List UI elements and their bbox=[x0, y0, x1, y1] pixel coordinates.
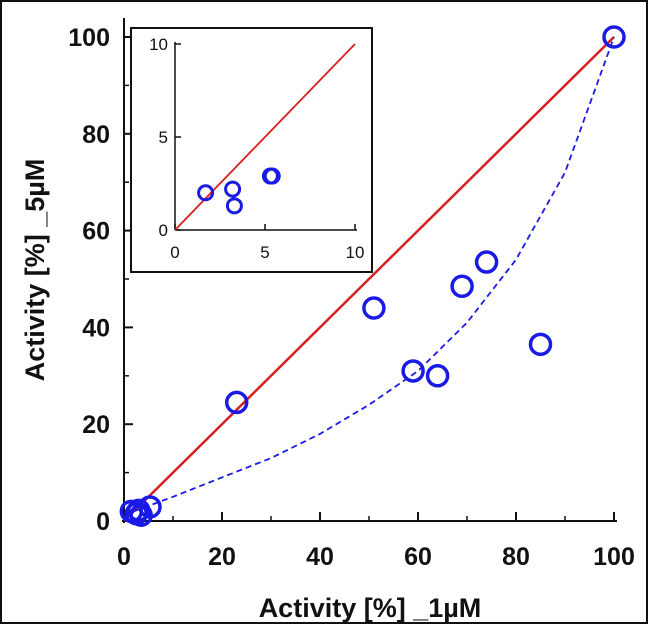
y-tick-label: 40 bbox=[82, 314, 110, 342]
data-point bbox=[450, 274, 474, 299]
inset-data-point bbox=[197, 184, 215, 202]
inset-points bbox=[197, 167, 281, 215]
inset-y-tick-label: 10 bbox=[149, 35, 168, 54]
identity-line bbox=[123, 36, 615, 522]
data-point bbox=[362, 296, 386, 320]
x-tick-label: 100 bbox=[593, 543, 635, 571]
x-tick-label: 60 bbox=[404, 543, 432, 571]
inset-x-tick-label: 0 bbox=[170, 243, 179, 262]
x-axis-title: Activity [%] _1µM bbox=[259, 593, 482, 623]
y-tick-label: 20 bbox=[82, 411, 110, 439]
trend-curve bbox=[133, 36, 615, 513]
data-point bbox=[401, 359, 425, 383]
data-point bbox=[425, 364, 450, 388]
data-point bbox=[138, 495, 162, 519]
main-points bbox=[119, 25, 626, 527]
main-lines bbox=[123, 36, 615, 522]
inset-data-point bbox=[224, 180, 242, 198]
data-point bbox=[474, 250, 499, 274]
data-point bbox=[126, 498, 151, 523]
y-tick-label: 100 bbox=[68, 24, 110, 52]
inset-ticks: 0 5 10 0 5 10 bbox=[149, 35, 364, 262]
inset-plot: 0 5 10 0 5 10 bbox=[130, 27, 373, 273]
inset-data-point bbox=[225, 197, 243, 215]
data-point bbox=[602, 25, 626, 49]
y-tick-label: 60 bbox=[82, 218, 110, 246]
inset-x-tick-label: 5 bbox=[260, 243, 269, 262]
y-axis-title: Activity [%] _5µM bbox=[20, 159, 50, 382]
y-tick-label: 80 bbox=[82, 121, 110, 149]
y-tick-label: 0 bbox=[96, 508, 110, 536]
x-tick-label: 40 bbox=[306, 543, 334, 571]
inset-y-tick-label: 5 bbox=[159, 128, 168, 147]
x-tick-label: 80 bbox=[502, 543, 530, 571]
inset-data-point bbox=[263, 167, 281, 185]
inset-y-tick-label: 0 bbox=[159, 221, 168, 240]
data-point bbox=[224, 390, 249, 415]
x-tick-label: 20 bbox=[208, 543, 236, 571]
x-tick-label: 0 bbox=[117, 543, 131, 571]
data-point bbox=[528, 332, 553, 357]
inset-x-tick-label: 10 bbox=[346, 243, 365, 262]
